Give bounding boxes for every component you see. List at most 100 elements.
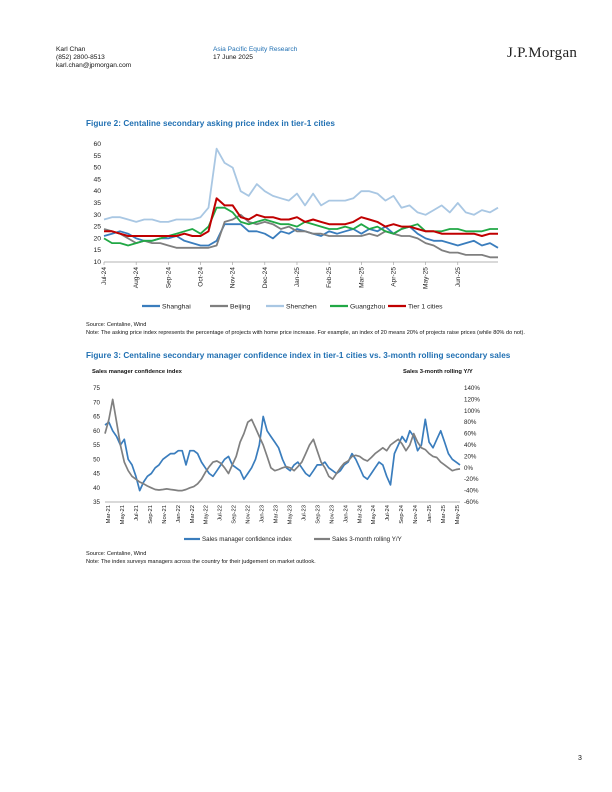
y-tick-label: 10 <box>93 259 101 266</box>
legend-label: Tier 1 cities <box>408 303 443 310</box>
figure3-right-axis-title: Sales 3-month rolling Y/Y <box>403 369 473 375</box>
legend-label: Sales 3-month rolling Y/Y <box>332 536 402 543</box>
y-tick-label: 65 <box>93 414 100 421</box>
author-block: Karl Chan (852) 2800-8513 karl.chan@jpmo… <box>56 46 131 71</box>
x-tick-label: Mar-21 <box>106 505 112 523</box>
x-tick-label: Nov-21 <box>162 505 168 524</box>
y2-tick-label: -20% <box>464 476 479 483</box>
y2-tick-label: 40% <box>464 442 477 449</box>
y-tick-label: 45 <box>93 176 101 183</box>
series-line-sales-yoy <box>104 398 461 492</box>
y2-tick-label: 100% <box>464 408 480 415</box>
figure2-title: Figure 2: Centaline secondary asking pri… <box>86 119 335 128</box>
author-email[interactable]: karl.chan@jpmorgan.com <box>56 62 132 70</box>
figure2-note: Note: The asking price index represents … <box>86 330 525 336</box>
x-tick-label: Mar-23 <box>274 505 280 523</box>
x-tick-label: Jul-24 <box>385 504 391 521</box>
page-number: 3 <box>578 755 582 762</box>
y-tick-label: 45 <box>93 471 100 478</box>
y-tick-label: 60 <box>93 141 101 148</box>
y2-tick-label: 120% <box>464 396 480 403</box>
y2-tick-label: 80% <box>464 419 477 426</box>
x-tick-label: Mar-25 <box>358 267 365 288</box>
x-tick-label: Nov-24 <box>230 267 237 289</box>
series-line-confidence-index <box>104 415 461 492</box>
x-tick-label: Apr-25 <box>390 267 397 287</box>
x-tick-label: Jan-25 <box>427 505 433 523</box>
x-tick-label: Jan-25 <box>294 267 301 287</box>
department-label: Asia Pacific Equity Research <box>213 46 298 53</box>
x-tick-label: May-22 <box>204 505 210 524</box>
x-tick-label: Sep-21 <box>148 505 154 524</box>
x-tick-label: Oct-24 <box>197 267 204 287</box>
y2-tick-label: 140% <box>464 385 480 392</box>
figure3-source: Source: Centaline, Wind <box>86 551 147 557</box>
x-tick-label: Jun-25 <box>455 267 462 287</box>
x-tick-label: Jul-23 <box>301 505 307 521</box>
series-line-shanghai <box>103 223 499 249</box>
x-tick-label: Mar-22 <box>190 505 196 523</box>
x-tick-label: Nov-23 <box>329 505 335 524</box>
x-tick-label: Mar-24 <box>357 504 363 523</box>
x-tick-label: Jan-23 <box>260 505 266 523</box>
x-tick-label: Jul-22 <box>218 505 224 521</box>
y-tick-label: 25 <box>93 224 101 231</box>
y-tick-label: 70 <box>93 399 100 406</box>
x-tick-label: Dec-24 <box>262 267 269 289</box>
y-tick-label: 15 <box>93 247 101 254</box>
legend-label: Beijing <box>230 303 251 310</box>
figure3-left-axis-title: Sales manager confidence index <box>92 369 182 375</box>
x-tick-label: Sep-22 <box>232 505 238 524</box>
x-tick-label: Jul-24 <box>101 267 108 285</box>
figure3-title: Figure 3: Centaline secondary manager co… <box>86 351 511 360</box>
y2-tick-label: -60% <box>464 499 479 506</box>
figure2-source: Source: Centaline, Wind <box>86 322 147 328</box>
y-tick-label: 20 <box>93 235 101 242</box>
series-line-beijing <box>103 213 498 259</box>
y2-tick-label: 20% <box>464 453 477 460</box>
series-line-shenzhen <box>103 147 499 223</box>
x-tick-label: May-25 <box>455 505 461 524</box>
y-tick-label: 55 <box>93 442 100 449</box>
x-tick-label: Aug-24 <box>133 267 140 289</box>
legend-label: Guangzhou <box>350 303 385 310</box>
y-tick-label: 50 <box>93 165 101 172</box>
y2-tick-label: 0% <box>464 465 473 472</box>
x-tick-label: May-21 <box>120 505 126 524</box>
x-tick-label: Jul-21 <box>134 505 140 521</box>
x-tick-label: Mar-25 <box>441 505 447 523</box>
y-tick-label: 75 <box>93 385 100 392</box>
x-tick-label: May-24 <box>371 504 377 524</box>
x-tick-label: Sep-23 <box>315 505 321 524</box>
y-tick-label: 50 <box>93 456 100 463</box>
x-tick-label: May-25 <box>423 267 430 289</box>
legend-label: Shenzhen <box>286 303 317 310</box>
y-tick-label: 55 <box>93 153 101 160</box>
y-tick-label: 40 <box>93 485 100 492</box>
series-line-guangzhou <box>103 206 498 247</box>
x-tick-label: Jan-22 <box>176 505 182 523</box>
legend-label: Sales manager confidence index <box>202 536 293 543</box>
report-date: 17 June 2025 <box>213 54 253 62</box>
series-line-tier-1-cities <box>104 197 498 237</box>
y-tick-label: 40 <box>93 188 101 195</box>
y2-tick-label: 60% <box>464 431 477 438</box>
x-tick-label: Nov-22 <box>246 505 252 524</box>
x-tick-label: Jan-24 <box>343 504 349 523</box>
jpmorgan-logo: J.P.Morgan <box>507 45 578 61</box>
x-tick-label: Nov-24 <box>413 504 419 523</box>
figure3-chart: 35 40 45 50 55 60 65 70 75 -60% -40% -20% 0% 20% 40% 60… <box>93 385 480 543</box>
author-name: Karl Chan <box>56 46 86 53</box>
y-tick-label: 35 <box>93 200 101 207</box>
figure2-chart: 10 15 20 25 30 35 40 45 50 55 60 Jul-24 Aug-24 Sep-24… <box>93 141 499 310</box>
y2-tick-label: -40% <box>464 488 479 495</box>
figure3-note: Note: The index surveys managers across … <box>86 559 316 565</box>
x-tick-label: May-23 <box>287 505 293 524</box>
x-tick-label: Sep-24 <box>165 267 172 289</box>
report-block: Asia Pacific Equity Research 17 June 202… <box>213 46 297 62</box>
author-phone: (852) 2800-8513 <box>56 54 105 62</box>
y-tick-label: 35 <box>93 499 100 506</box>
legend-label: Shanghai <box>162 303 191 310</box>
x-tick-label: Sep-24 <box>399 504 405 523</box>
y-tick-label: 30 <box>93 212 101 219</box>
